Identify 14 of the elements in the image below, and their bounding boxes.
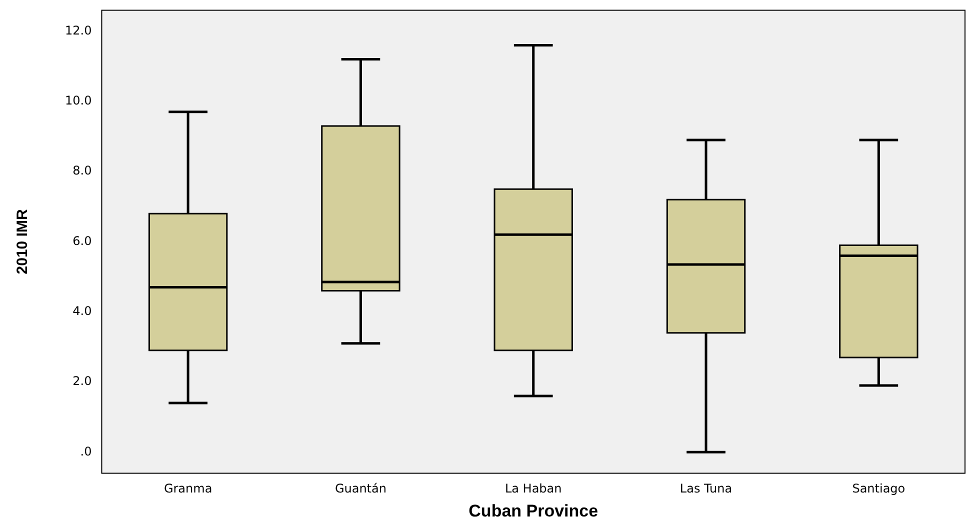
- y-tick-label: 10.0: [65, 94, 92, 108]
- y-tick-label: .0: [80, 444, 92, 458]
- y-tick-label: 8.0: [72, 164, 92, 178]
- x-tick-label: Granma: [164, 482, 212, 496]
- x-tick-label: La Haban: [504, 482, 562, 496]
- x-axis-title: Cuban Province: [468, 501, 598, 520]
- y-tick-label: 2.0: [72, 374, 92, 388]
- x-tick-label: Guantán: [334, 482, 386, 496]
- y-axis-title: 2010 IMR: [14, 209, 32, 274]
- x-tick-label: Santiago: [852, 482, 906, 496]
- y-tick-label: 6.0: [72, 234, 92, 248]
- y-tick-label: 12.0: [65, 23, 92, 38]
- y-tick-label: 4.0: [72, 304, 92, 318]
- x-tick-label: Las Tuna: [680, 482, 732, 496]
